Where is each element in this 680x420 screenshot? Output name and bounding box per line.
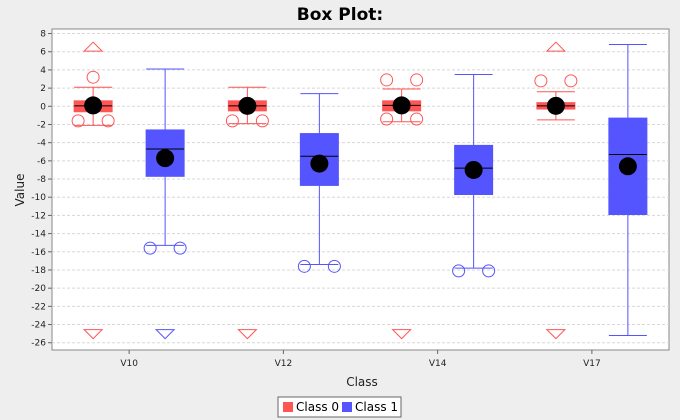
mean-point xyxy=(238,96,257,115)
outlier-point xyxy=(410,112,424,126)
y-tick-label: -4 xyxy=(37,139,46,149)
y-tick-label: -14 xyxy=(31,230,46,240)
mean-point xyxy=(310,154,329,173)
mean-point xyxy=(392,96,411,115)
legend-frame xyxy=(277,396,402,418)
outlier-point xyxy=(86,70,100,84)
y-tick-label: -24 xyxy=(31,321,46,331)
extreme-low-marker xyxy=(391,329,412,340)
y-tick-label: -18 xyxy=(31,266,46,276)
extreme-low-marker xyxy=(545,329,567,340)
y-tick-label: 2 xyxy=(40,84,46,94)
outlier-point xyxy=(410,73,424,87)
outlier-point xyxy=(297,259,311,273)
plot-area xyxy=(51,28,670,351)
outlier-point xyxy=(101,114,115,128)
outlier-point xyxy=(564,74,578,88)
legend: Class 0 Class 1 xyxy=(277,396,402,418)
box-class-1-v14 xyxy=(452,73,496,278)
extreme-high-marker xyxy=(545,41,567,52)
y-tick-label: 6 xyxy=(40,48,46,58)
outlier-point xyxy=(327,259,341,273)
extreme-high-marker xyxy=(82,41,104,52)
boxes xyxy=(71,41,648,340)
chart-title: Box Plot: xyxy=(297,5,383,25)
x-axis-label: Class xyxy=(346,375,378,389)
x-axis-ticks: V10 V12 V14 V17 xyxy=(120,350,601,369)
y-tick-label: -22 xyxy=(31,302,46,312)
y-tick-label: -8 xyxy=(37,175,46,185)
box-class-0-v17 xyxy=(534,41,578,340)
outlier-point xyxy=(482,264,496,278)
mean-point xyxy=(618,157,637,176)
x-tick-label: V12 xyxy=(275,359,293,369)
mean-point xyxy=(156,149,175,168)
y-tick-label: -6 xyxy=(37,157,46,167)
box-class-0-v12 xyxy=(225,86,269,340)
extreme-low-marker xyxy=(237,329,258,340)
y-tick-label: -10 xyxy=(31,193,46,203)
legend-label-class-1: Class 1 xyxy=(355,400,398,414)
legend-label-class-0: Class 0 xyxy=(296,400,339,414)
y-tick-label: 0 xyxy=(40,102,46,112)
outlier-point xyxy=(380,112,394,126)
y-tick-label: -20 xyxy=(31,284,46,294)
box-class-1-v12 xyxy=(297,93,341,273)
extreme-low-marker xyxy=(154,329,176,340)
outlier-point xyxy=(143,241,157,255)
box-class-1-v10 xyxy=(143,68,187,340)
outlier-point xyxy=(380,73,394,87)
outlier-point xyxy=(225,114,239,128)
box-class-1-v17 xyxy=(608,43,648,336)
extreme-low-marker xyxy=(82,329,104,340)
x-tick-label: V17 xyxy=(583,359,601,369)
y-tick-label: -26 xyxy=(31,339,46,349)
box-class-0-v14 xyxy=(380,73,424,340)
mean-point xyxy=(464,160,483,179)
outlier-point xyxy=(255,114,269,128)
outlier-point xyxy=(534,74,548,88)
mean-point xyxy=(84,96,103,115)
legend-swatch-class-1 xyxy=(342,402,352,412)
y-tick-label: 8 xyxy=(40,30,46,40)
mean-point xyxy=(546,96,565,115)
legend-swatch-class-0 xyxy=(283,402,293,412)
outlier-point xyxy=(173,241,187,255)
y-tick-label: 4 xyxy=(40,66,46,76)
y-tick-label: -12 xyxy=(31,211,46,221)
y-axis-label: Value xyxy=(13,174,27,207)
y-tick-label: -2 xyxy=(37,120,46,130)
x-tick-label: V10 xyxy=(120,359,138,369)
y-tick-label: -16 xyxy=(31,248,46,258)
outlier-point xyxy=(71,114,85,128)
x-tick-label: V14 xyxy=(429,359,447,369)
outlier-point xyxy=(452,264,466,278)
y-axis-ticks: 8 6 4 2 0 -2 -4 -6 -8 -10 -12 -14 -16 -18 -20 -22 -24 -26 xyxy=(31,30,52,349)
box-class-0-v10 xyxy=(71,41,115,340)
